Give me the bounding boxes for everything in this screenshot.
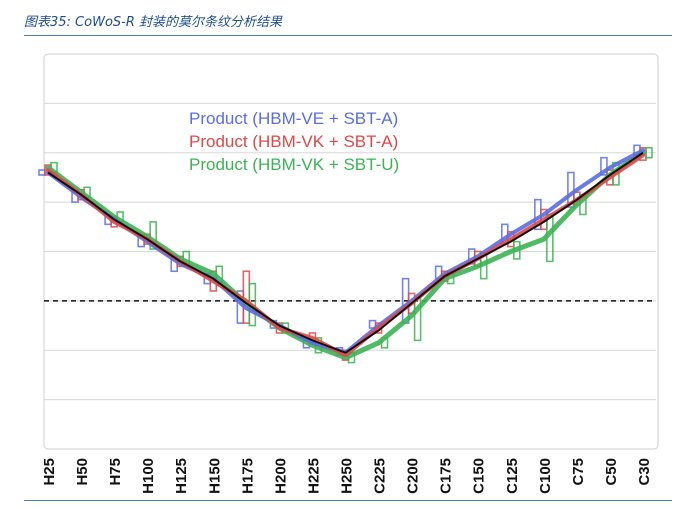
grid-lines bbox=[44, 102, 656, 401]
x-tick-label: C200 bbox=[405, 458, 422, 494]
legend-entry-hbm-vk-sbt-u: Product (HBM-VK + SBT-U) bbox=[189, 155, 399, 174]
x-tick-label: H50 bbox=[74, 458, 91, 486]
x-tick-label: H250 bbox=[339, 458, 356, 494]
x-tick-label: H225 bbox=[305, 458, 322, 494]
x-tick-label: H100 bbox=[140, 458, 157, 494]
x-tick-label: C100 bbox=[537, 458, 554, 494]
legend-entry-hbm-vk-sbt-a: Product (HBM-VK + SBT-A) bbox=[189, 132, 398, 151]
series-line bbox=[45, 150, 646, 361]
x-tick-label: C125 bbox=[504, 458, 521, 494]
x-tick-label: C75 bbox=[570, 458, 587, 486]
x-tick-label: H125 bbox=[173, 458, 190, 494]
series-lines bbox=[45, 148, 646, 361]
trend-line bbox=[47, 151, 644, 354]
x-tick-label: H175 bbox=[239, 458, 256, 494]
x-tick-label: C30 bbox=[636, 458, 653, 486]
range-box bbox=[600, 156, 608, 176]
x-tick-label: H150 bbox=[206, 458, 223, 494]
range-box bbox=[645, 147, 653, 159]
bottom-divider bbox=[24, 500, 672, 501]
x-tick-label: C225 bbox=[372, 458, 389, 494]
x-tick-labels: H25 H50 H75 H100 H125 H150 H175 H200 H225 H250 C22… bbox=[41, 458, 653, 494]
figure-caption: 图表35: CoWoS-R 封装的莫尔条纹分析结果 bbox=[24, 15, 283, 30]
caption-divider bbox=[24, 35, 672, 36]
x-tick-label: H200 bbox=[272, 458, 289, 494]
range-box bbox=[149, 221, 157, 250]
legend: Product (HBM-VE + SBT-A) Product (HBM-VK… bbox=[189, 109, 399, 174]
x-tick-label: H25 bbox=[41, 458, 58, 486]
x-tick-label: H75 bbox=[107, 458, 124, 486]
x-tick-label: C50 bbox=[603, 458, 620, 486]
x-tick-label: C175 bbox=[438, 458, 455, 494]
x-tick-label: C150 bbox=[471, 458, 488, 494]
legend-entry-hbm-ve-sbt-a: Product (HBM-VE + SBT-A) bbox=[189, 109, 398, 128]
